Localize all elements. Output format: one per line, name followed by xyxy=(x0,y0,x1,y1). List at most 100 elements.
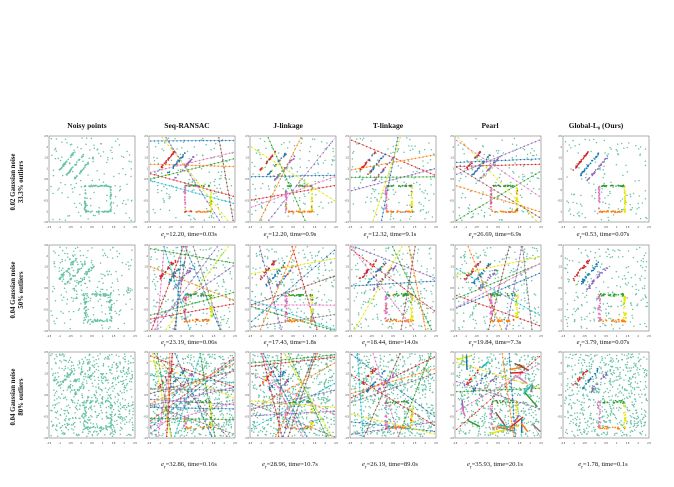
outlier-point xyxy=(413,182,415,185)
fitted-point xyxy=(455,166,458,168)
x-tick-label: -1.5 xyxy=(453,225,458,229)
outlier-point xyxy=(496,211,499,213)
outlier-point xyxy=(319,284,322,287)
y-tick-label: -1.5 xyxy=(44,220,49,224)
outlier-point xyxy=(428,253,431,255)
outlier-point xyxy=(390,215,392,218)
structure-point xyxy=(281,170,283,172)
fitted-point xyxy=(433,154,436,156)
structure-point xyxy=(282,278,285,280)
structure-point xyxy=(185,272,188,275)
outlier-point xyxy=(68,162,71,164)
y-tick-label: -1.5 xyxy=(345,220,350,224)
outlier-point xyxy=(620,142,623,145)
structure-point xyxy=(492,161,495,164)
structure-point xyxy=(312,310,315,313)
outlier-point xyxy=(353,254,355,256)
structure-point xyxy=(580,158,583,161)
outlier-point xyxy=(127,265,130,267)
structure-point xyxy=(92,156,95,159)
outlier-point xyxy=(419,188,421,190)
outlier-point xyxy=(626,171,629,173)
structure-point xyxy=(604,157,607,160)
structure-point xyxy=(623,186,626,189)
y-tick-label: -1.5 xyxy=(245,329,250,333)
structure-point xyxy=(269,280,272,283)
structure-point xyxy=(197,319,199,321)
fitted-line xyxy=(218,137,234,221)
outlier-point xyxy=(310,267,312,269)
structure-point xyxy=(384,166,387,169)
outlier-point xyxy=(353,287,356,289)
outlier-point xyxy=(330,281,333,284)
outlier-point xyxy=(167,137,170,139)
structure-point xyxy=(309,320,312,323)
outlier-point xyxy=(220,191,223,193)
outlier-point xyxy=(388,313,390,316)
outlier-point xyxy=(599,167,601,169)
outlier-point xyxy=(204,183,206,185)
outlier-point xyxy=(619,200,622,202)
outlier-point xyxy=(118,314,120,316)
outlier-point xyxy=(321,318,324,320)
outlier-point xyxy=(54,322,56,325)
structure-point xyxy=(502,185,505,187)
structure-point xyxy=(189,185,192,187)
outlier-point xyxy=(581,212,583,215)
structure-point xyxy=(624,190,626,193)
outlier-point xyxy=(292,200,295,202)
outlier-point xyxy=(166,246,168,249)
structure-point xyxy=(515,187,518,189)
outlier-point xyxy=(397,149,399,151)
outlier-point xyxy=(206,269,208,271)
y-tick-label: 0.5 xyxy=(144,286,148,290)
outlier-point xyxy=(581,205,583,207)
outlier-point xyxy=(61,299,63,301)
structure-point xyxy=(109,312,111,315)
outlier-point xyxy=(65,291,68,293)
x-tick-label: -0.5 xyxy=(369,225,374,229)
outlier-point xyxy=(403,151,405,153)
structure-point xyxy=(104,292,106,295)
outlier-point xyxy=(172,299,175,301)
x-tick-label: -1.5 xyxy=(248,225,253,229)
outlier-point xyxy=(410,215,412,218)
outlier-point xyxy=(64,138,67,140)
outlier-point xyxy=(593,183,595,185)
structure-point xyxy=(184,201,187,204)
structure-point xyxy=(399,210,401,213)
structure-point xyxy=(284,295,287,298)
outlier-point xyxy=(58,266,61,269)
structure-point xyxy=(385,205,388,208)
outlier-point xyxy=(116,278,119,280)
x-tick-label: 0 xyxy=(487,225,489,229)
outlier-point xyxy=(104,274,106,277)
fitted-line xyxy=(408,246,426,330)
structure-point xyxy=(285,307,288,310)
structure-point xyxy=(83,308,86,310)
outlier-point xyxy=(351,166,354,168)
structure-point xyxy=(210,195,212,198)
outlier-point xyxy=(392,270,394,272)
structure-point xyxy=(197,295,199,297)
outlier-point xyxy=(105,300,108,303)
structure-point xyxy=(280,157,283,160)
outlier-point xyxy=(410,194,413,196)
outlier-point xyxy=(322,274,324,277)
outlier-point xyxy=(213,266,216,269)
outlier-point xyxy=(626,194,628,197)
structure-point xyxy=(99,319,102,321)
outlier-point xyxy=(387,246,390,249)
outlier-point xyxy=(318,268,320,271)
x-tick-label: -1 xyxy=(159,225,162,229)
outlier-point xyxy=(395,269,398,271)
outlier-point xyxy=(382,200,385,202)
outlier-point xyxy=(67,256,69,258)
fitted-line xyxy=(151,246,184,330)
outlier-point xyxy=(316,277,319,279)
structure-point xyxy=(182,153,184,156)
structure-point xyxy=(210,209,213,212)
structure-point xyxy=(580,160,583,163)
outlier-point xyxy=(50,137,53,140)
outlier-point xyxy=(421,303,424,306)
